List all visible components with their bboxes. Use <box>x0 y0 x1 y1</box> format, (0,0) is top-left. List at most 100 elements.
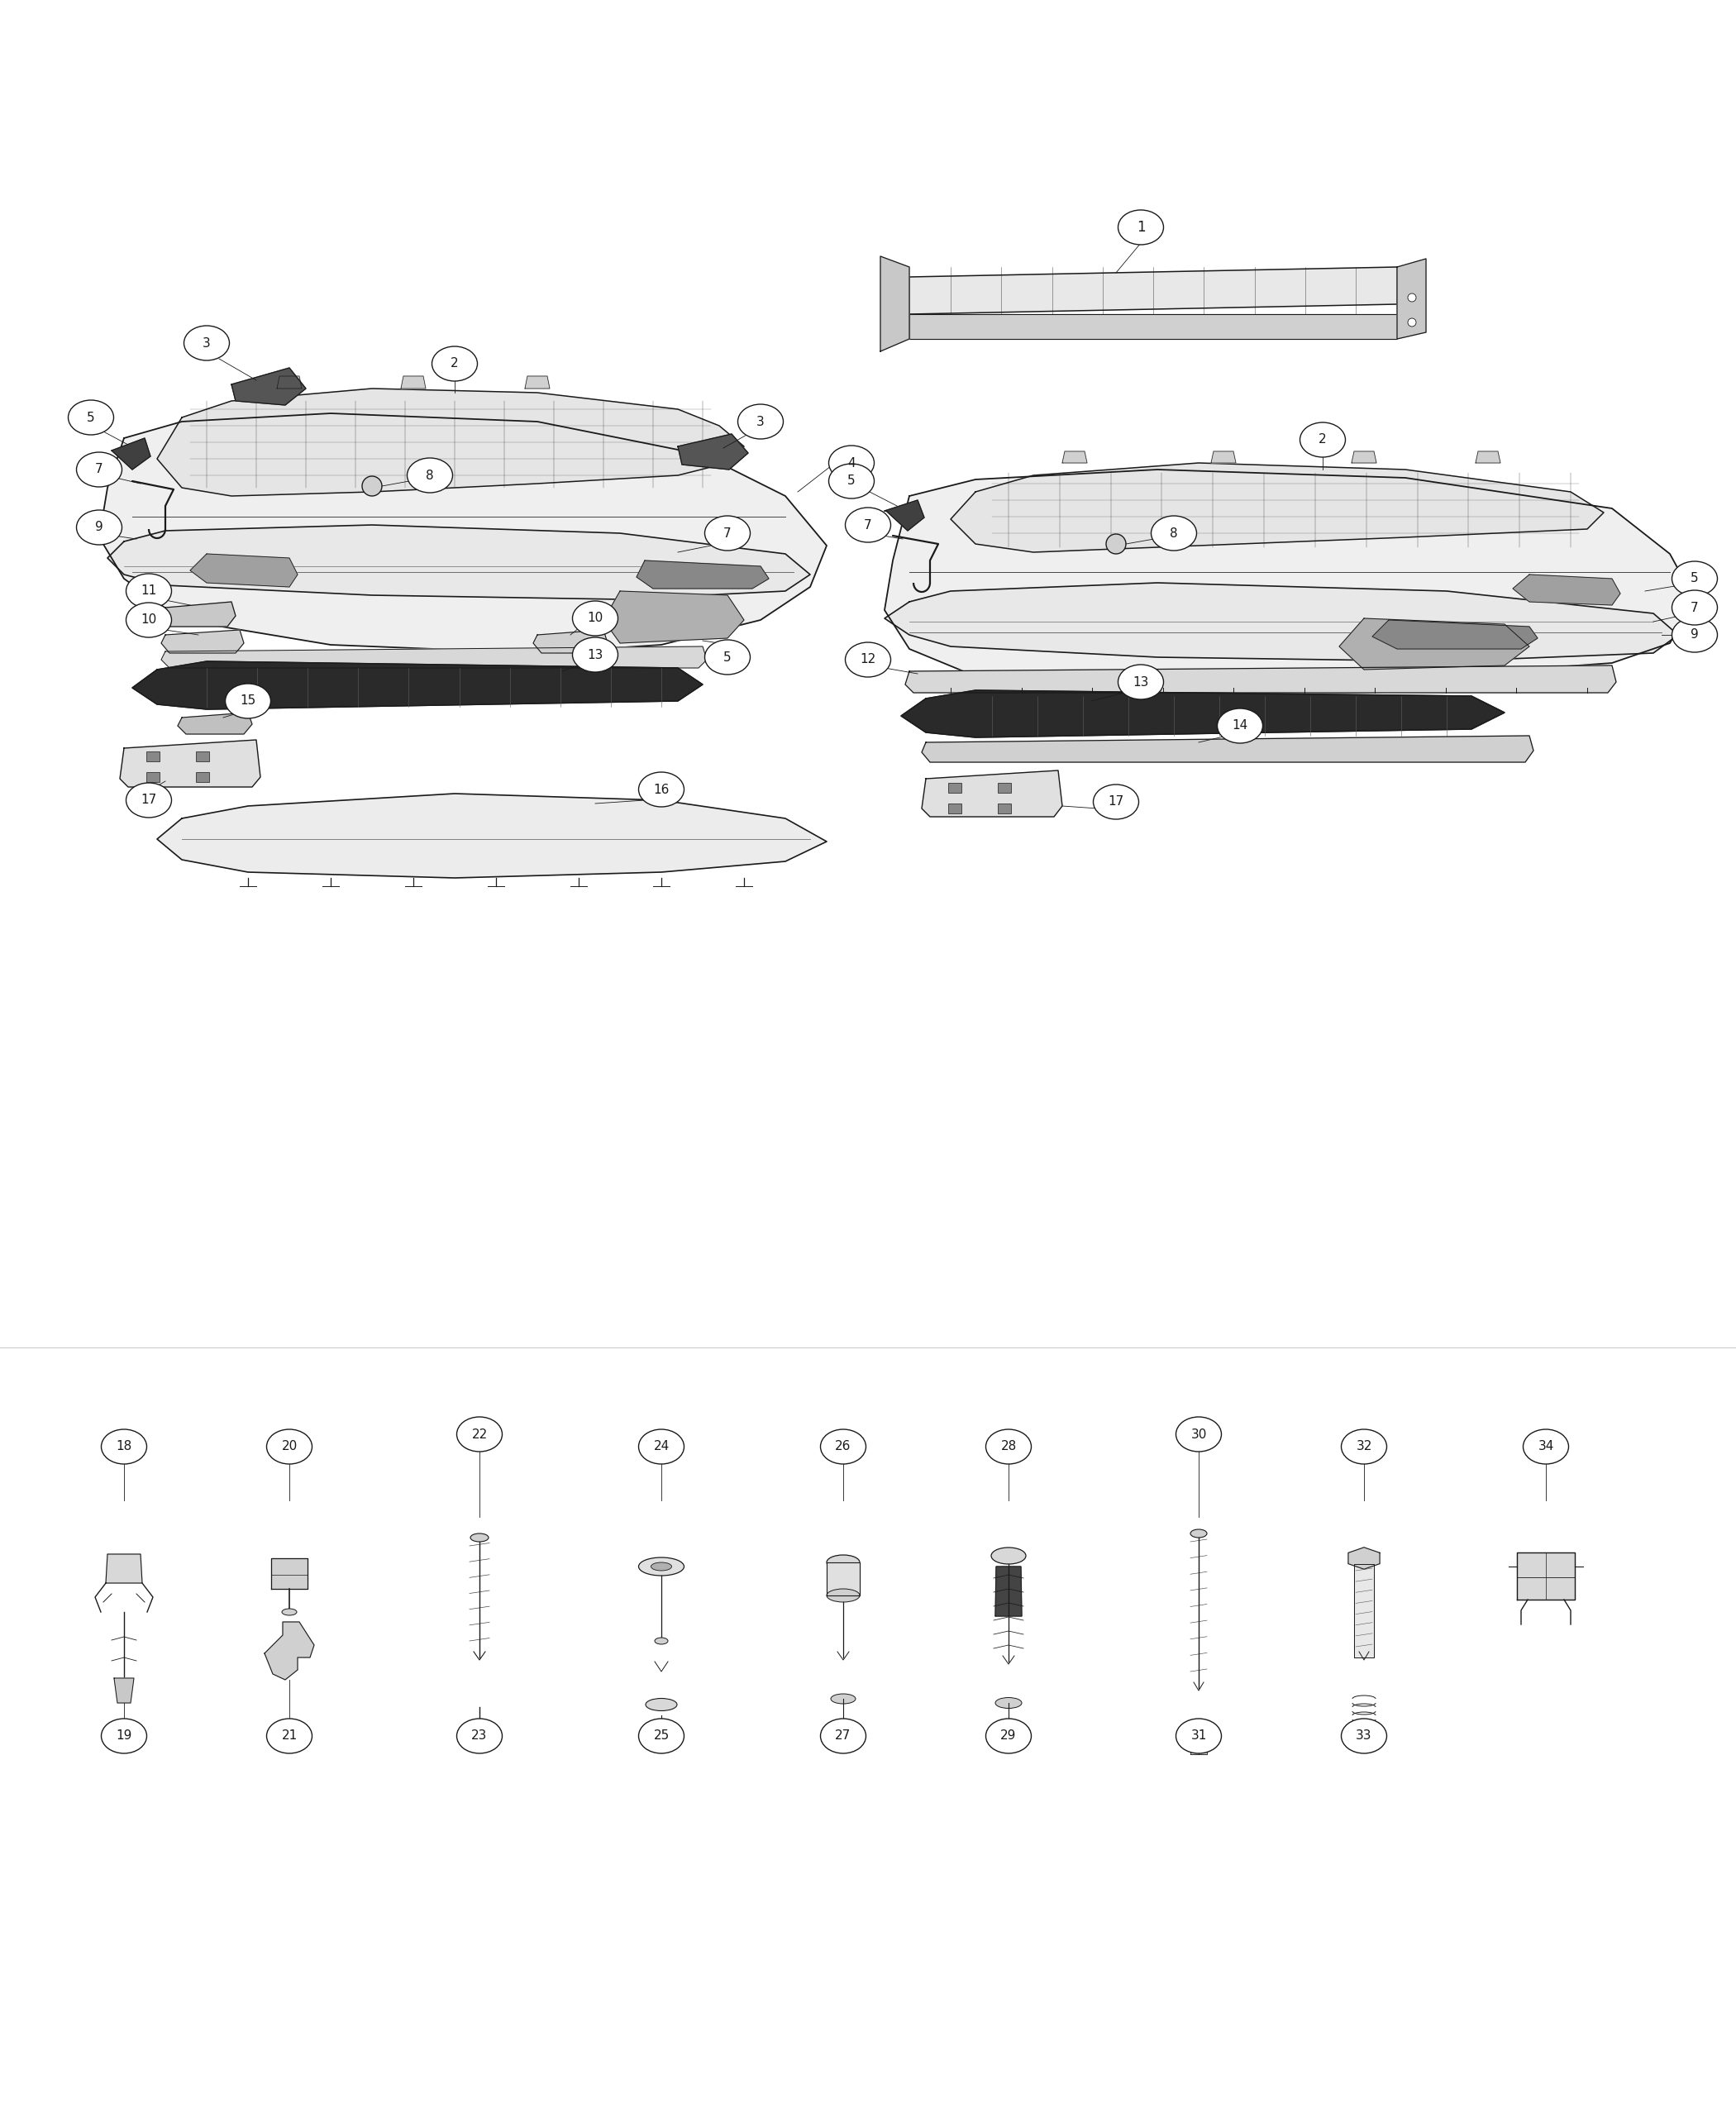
Polygon shape <box>880 257 910 352</box>
Text: 2: 2 <box>1319 434 1326 447</box>
Ellipse shape <box>1118 211 1163 245</box>
Ellipse shape <box>1094 784 1139 820</box>
Text: 2: 2 <box>451 358 458 369</box>
Bar <box>196 750 208 761</box>
Ellipse shape <box>127 573 172 609</box>
Ellipse shape <box>1151 516 1196 550</box>
Text: 17: 17 <box>1108 795 1123 807</box>
Ellipse shape <box>991 1547 1026 1564</box>
Text: 29: 29 <box>1000 1731 1017 1741</box>
Ellipse shape <box>1118 664 1163 700</box>
Circle shape <box>1408 293 1417 301</box>
Ellipse shape <box>1191 1528 1207 1537</box>
Polygon shape <box>995 1566 1023 1617</box>
Text: 21: 21 <box>281 1731 297 1741</box>
Ellipse shape <box>184 327 229 360</box>
Text: 14: 14 <box>1233 719 1248 731</box>
Ellipse shape <box>470 1533 488 1541</box>
Ellipse shape <box>828 464 875 497</box>
Ellipse shape <box>226 683 271 719</box>
Text: 16: 16 <box>653 784 670 795</box>
Ellipse shape <box>1175 1417 1222 1452</box>
Text: 24: 24 <box>653 1440 670 1452</box>
Ellipse shape <box>705 516 750 550</box>
Ellipse shape <box>457 1417 502 1452</box>
Text: 26: 26 <box>835 1440 851 1452</box>
Polygon shape <box>120 740 260 786</box>
Text: 7: 7 <box>865 519 871 531</box>
Polygon shape <box>108 525 811 599</box>
Text: 32: 32 <box>1356 1440 1371 1452</box>
Text: 5: 5 <box>1691 573 1698 584</box>
Text: 28: 28 <box>1000 1440 1017 1452</box>
Polygon shape <box>191 554 297 586</box>
Polygon shape <box>115 1678 134 1703</box>
Ellipse shape <box>639 1429 684 1465</box>
Text: 9: 9 <box>1691 628 1700 641</box>
Ellipse shape <box>821 1429 866 1465</box>
Ellipse shape <box>1672 618 1717 651</box>
Ellipse shape <box>639 1718 684 1754</box>
Ellipse shape <box>1175 1718 1222 1754</box>
Ellipse shape <box>845 508 891 542</box>
Text: 9: 9 <box>95 521 102 533</box>
Polygon shape <box>885 500 924 531</box>
Ellipse shape <box>821 1718 866 1754</box>
Text: 13: 13 <box>587 649 602 662</box>
Ellipse shape <box>267 1429 312 1465</box>
Polygon shape <box>1354 1564 1373 1657</box>
Polygon shape <box>1212 451 1236 464</box>
Ellipse shape <box>573 637 618 672</box>
Text: 3: 3 <box>757 415 764 428</box>
Ellipse shape <box>832 1695 856 1703</box>
Text: 18: 18 <box>116 1440 132 1452</box>
Ellipse shape <box>845 643 891 677</box>
Text: 1: 1 <box>1137 219 1146 234</box>
Text: 5: 5 <box>847 474 856 487</box>
Polygon shape <box>533 630 608 653</box>
Ellipse shape <box>1672 561 1717 597</box>
Polygon shape <box>677 434 748 470</box>
Polygon shape <box>156 793 826 877</box>
Polygon shape <box>1338 618 1529 670</box>
Ellipse shape <box>127 603 172 637</box>
Ellipse shape <box>705 641 750 675</box>
Ellipse shape <box>639 1558 684 1575</box>
Text: 8: 8 <box>425 470 434 481</box>
Polygon shape <box>885 582 1679 662</box>
Polygon shape <box>901 689 1505 738</box>
Polygon shape <box>161 647 707 668</box>
Polygon shape <box>951 464 1604 552</box>
Ellipse shape <box>1522 1429 1569 1465</box>
Text: 25: 25 <box>653 1731 670 1741</box>
Text: 23: 23 <box>472 1731 488 1741</box>
Ellipse shape <box>826 1556 859 1570</box>
Ellipse shape <box>470 1745 488 1752</box>
Text: 10: 10 <box>141 613 156 626</box>
Ellipse shape <box>76 510 122 544</box>
Ellipse shape <box>1300 422 1345 457</box>
Text: 11: 11 <box>141 584 156 597</box>
Polygon shape <box>910 314 1397 339</box>
Ellipse shape <box>651 1562 672 1570</box>
Text: 17: 17 <box>141 795 156 807</box>
Polygon shape <box>1397 259 1425 339</box>
Text: 5: 5 <box>724 651 731 664</box>
Text: 30: 30 <box>1191 1427 1207 1440</box>
Ellipse shape <box>101 1718 148 1754</box>
Ellipse shape <box>1191 1735 1207 1741</box>
Bar <box>998 803 1010 814</box>
Polygon shape <box>401 375 425 388</box>
Text: 5: 5 <box>87 411 95 424</box>
Ellipse shape <box>646 1699 677 1712</box>
Text: 15: 15 <box>240 696 255 706</box>
Circle shape <box>1106 533 1127 554</box>
Polygon shape <box>637 561 769 588</box>
Polygon shape <box>111 438 151 470</box>
Text: 34: 34 <box>1538 1440 1554 1452</box>
Ellipse shape <box>1342 1718 1387 1754</box>
Polygon shape <box>524 375 550 388</box>
Polygon shape <box>106 1554 142 1583</box>
Text: 33: 33 <box>1356 1731 1371 1741</box>
Polygon shape <box>271 1558 307 1589</box>
